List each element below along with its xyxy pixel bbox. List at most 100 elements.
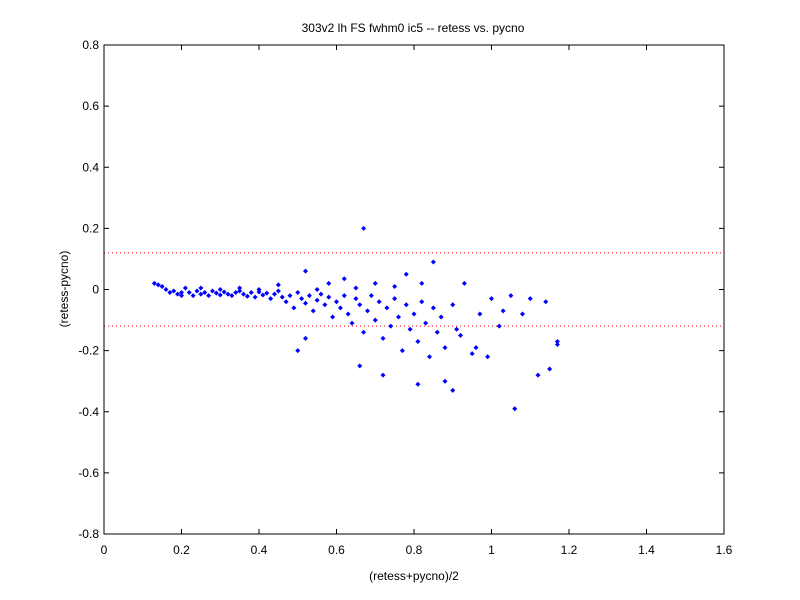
x-tick-label: 1.4 [638, 543, 655, 557]
data-point [473, 345, 479, 351]
data-point [155, 282, 161, 288]
data-point [399, 348, 405, 354]
data-point [512, 406, 518, 412]
data-point [291, 305, 297, 311]
data-point [461, 280, 467, 286]
data-point [179, 293, 184, 299]
data-point [357, 302, 363, 308]
data-point [489, 296, 494, 302]
data-point [442, 378, 448, 384]
data-point [396, 314, 401, 320]
data-point [450, 387, 456, 393]
data-point [264, 290, 270, 296]
data-point [353, 296, 359, 302]
data-point [295, 348, 301, 354]
data-point [543, 299, 549, 305]
data-point [372, 317, 378, 323]
data-point [430, 259, 436, 265]
data-point [241, 291, 246, 297]
x-tick-label: 0.6 [328, 543, 345, 557]
x-tick-label: 0.8 [406, 543, 423, 557]
data-point [380, 372, 386, 378]
data-point [179, 290, 184, 296]
data-point [326, 280, 332, 286]
data-point [303, 300, 308, 306]
data-point [496, 323, 502, 329]
data-point [210, 288, 215, 294]
data-point [427, 354, 432, 360]
data-point [163, 287, 169, 292]
data-point [237, 288, 243, 294]
data-point [334, 299, 339, 305]
data-point [403, 302, 409, 308]
data-point [233, 290, 239, 296]
data-point [454, 326, 460, 332]
data-point [225, 291, 231, 297]
y-tick-label: 0.8 [82, 38, 99, 52]
data-point [306, 293, 312, 299]
data-point [554, 338, 560, 344]
data-point [353, 285, 359, 291]
data-point [217, 287, 223, 292]
data-point [283, 299, 289, 305]
data-point [314, 287, 320, 292]
y-tick-label: -0.6 [78, 466, 99, 480]
data-point [202, 290, 208, 296]
data-point [314, 297, 320, 303]
data-point [260, 292, 266, 298]
data-point [554, 342, 560, 348]
data-point [275, 288, 281, 294]
data-point [415, 338, 421, 344]
data-point [527, 296, 533, 302]
data-point [198, 285, 204, 291]
data-point [303, 268, 308, 274]
x-axis: 0 0.2 0.4 0.6 0.8 1 1.2 1.4 1.6 [101, 45, 733, 557]
data-point [372, 280, 378, 286]
data-point [229, 293, 235, 299]
data-point [287, 293, 293, 299]
data-point [248, 290, 254, 296]
data-point [411, 311, 417, 317]
data-point [423, 320, 429, 326]
data-point [295, 290, 301, 296]
data-point [318, 291, 324, 297]
data-point [419, 280, 425, 286]
data-point [380, 335, 386, 341]
data-point [221, 289, 227, 295]
x-tick-label: 1.2 [561, 543, 578, 557]
data-point [151, 280, 157, 286]
data-point [547, 366, 553, 372]
data-point [194, 288, 200, 294]
data-point [384, 305, 390, 311]
data-point [469, 351, 475, 357]
data-point [275, 282, 281, 288]
data-point [442, 345, 448, 351]
data-point [535, 372, 541, 378]
data-point [357, 363, 363, 369]
y-tick-label: -0.4 [78, 405, 99, 419]
reference-lines [104, 252, 724, 327]
data-point [368, 293, 374, 299]
data-point [450, 302, 456, 308]
data-point [167, 290, 173, 296]
data-point [403, 271, 409, 277]
data-point [500, 308, 506, 314]
data-point [322, 302, 328, 308]
data-point [299, 296, 305, 302]
data-point [337, 305, 343, 311]
data-point [458, 332, 463, 338]
y-axis-label: (retess-pycno) [57, 251, 71, 328]
data-point [175, 291, 181, 297]
x-axis-label: (retess+pycno)/2 [369, 569, 459, 583]
data-point [434, 329, 440, 335]
y-tick-label: 0 [92, 283, 99, 297]
data-point [361, 225, 367, 231]
data-point [190, 293, 196, 299]
x-tick-label: 0.2 [173, 543, 190, 557]
x-tick-label: 0 [101, 543, 108, 557]
data-point [256, 287, 262, 292]
data-point [272, 291, 277, 297]
data-point [159, 283, 165, 289]
y-tick-label: 0.6 [82, 99, 99, 113]
